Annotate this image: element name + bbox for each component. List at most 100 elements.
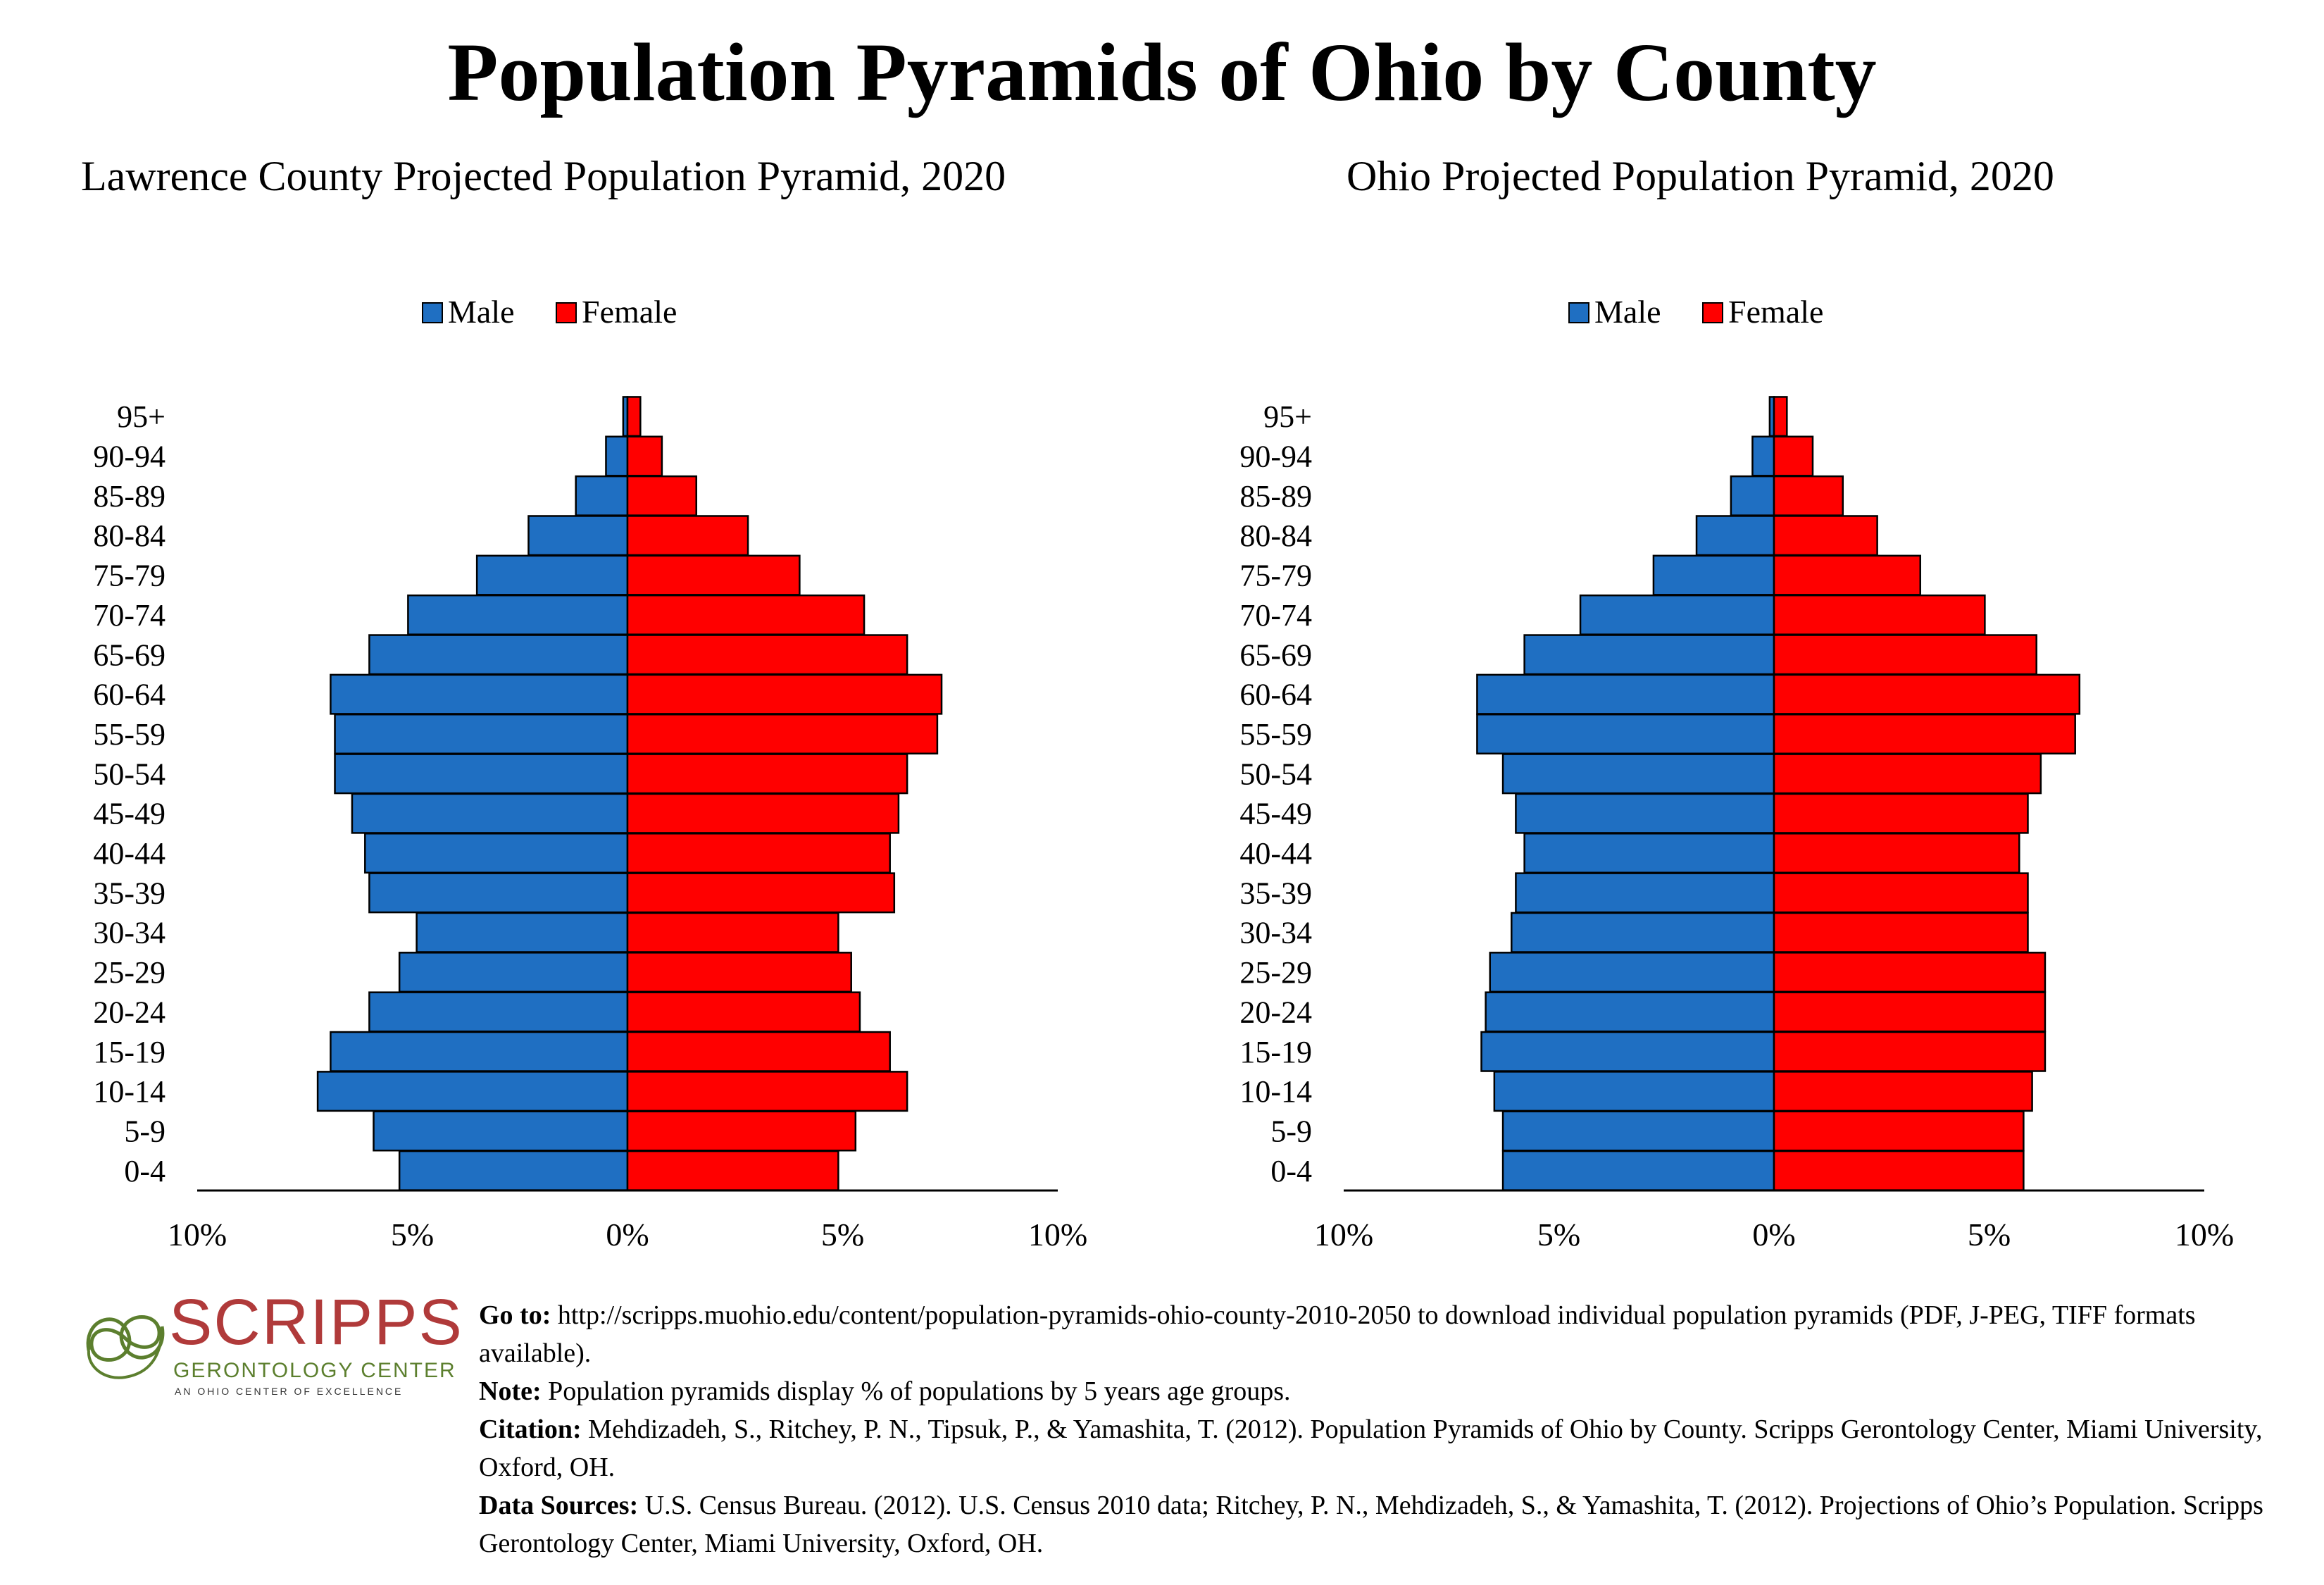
notes-block: Go to: http://scripps.muohio.edu/content… <box>479 1296 2310 1562</box>
bar-female-15-19 <box>1773 1031 2047 1072</box>
age-label: 20-24 <box>93 995 165 1029</box>
bar-male-10-14 <box>1493 1071 1775 1112</box>
bar-male-60-64 <box>1476 673 1775 715</box>
bar-male-55-59 <box>1476 713 1775 754</box>
age-label: 95+ <box>117 399 165 434</box>
age-label: 65-69 <box>1239 638 1312 672</box>
age-label: 5-9 <box>124 1114 165 1148</box>
bar-female-40-44 <box>626 833 891 874</box>
citation-label: Citation: <box>479 1415 582 1444</box>
age-label: 40-44 <box>93 836 165 871</box>
bar-male-20-24 <box>368 991 629 1033</box>
age-label: 80-84 <box>93 518 165 553</box>
chart-title: Ohio Projected Population Pyramid, 2020 <box>1347 153 2054 199</box>
age-label: 95+ <box>1263 399 1312 434</box>
age-label: 55-59 <box>93 717 165 752</box>
spiral-logo-icon <box>86 1315 165 1379</box>
legend-label-male: Male <box>448 294 515 330</box>
bar-male-65-69 <box>1523 634 1775 676</box>
x-tick-label: 0% <box>1752 1217 1795 1253</box>
bar-female-40-44 <box>1773 833 2020 874</box>
bar-female-75-79 <box>1773 554 1921 596</box>
age-label: 90-94 <box>93 440 165 474</box>
bar-female-60-64 <box>1773 673 2081 715</box>
bar-male-10-14 <box>316 1071 629 1112</box>
legend-label-female: Female <box>1728 294 1823 330</box>
citation-text: Mehdizadeh, S., Ritchey, P. N., Tipsuk, … <box>479 1415 2263 1482</box>
bar-female-95+ <box>626 396 642 437</box>
note-label: Note: <box>479 1376 542 1406</box>
x-tick-label: 10% <box>168 1217 227 1253</box>
age-label: 75-79 <box>1239 559 1312 593</box>
x-tick-label: 0% <box>606 1217 649 1253</box>
logo-wordmark: SCRIPPS <box>169 1286 463 1358</box>
bar-male-50-54 <box>1501 753 1775 795</box>
bar-female-70-74 <box>626 594 866 635</box>
bar-male-40-44 <box>364 833 629 874</box>
age-label: 25-29 <box>93 955 165 990</box>
bar-male-35-39 <box>368 872 629 914</box>
bar-male-20-24 <box>1485 991 1775 1033</box>
age-label: 70-74 <box>93 598 165 633</box>
bar-male-45-49 <box>351 792 629 834</box>
bar-male-60-64 <box>330 673 629 715</box>
bar-male-70-74 <box>1579 594 1775 635</box>
bar-female-45-49 <box>1773 792 2029 834</box>
citation-note: Citation: Mehdizadeh, S., Ritchey, P. N.… <box>479 1410 2310 1486</box>
bar-female-90-94 <box>1773 435 1814 477</box>
bar-female-10-14 <box>1773 1071 2033 1112</box>
age-label: 5-9 <box>1270 1114 1312 1148</box>
bar-male-40-44 <box>1523 833 1775 874</box>
bar-female-20-24 <box>626 991 861 1033</box>
x-tick-label: 5% <box>1537 1217 1580 1253</box>
sources-note: Data Sources: U.S. Census Bureau. (2012)… <box>479 1486 2310 1562</box>
age-label: 55-59 <box>1239 717 1312 752</box>
bar-female-10-14 <box>626 1071 908 1112</box>
legend-swatch-female <box>556 302 577 323</box>
legend-label-male: Male <box>1594 294 1661 330</box>
age-label: 50-54 <box>1239 757 1312 791</box>
bar-female-5-9 <box>626 1110 857 1152</box>
bar-male-50-54 <box>334 753 629 795</box>
bar-male-65-69 <box>368 634 629 676</box>
bar-male-35-39 <box>1515 872 1775 914</box>
bar-male-90-94 <box>605 435 629 477</box>
bar-female-80-84 <box>1773 515 1878 557</box>
age-label: 10-14 <box>93 1074 165 1109</box>
bar-female-0-4 <box>1773 1150 2025 1191</box>
bar-male-75-79 <box>475 554 629 596</box>
bar-female-55-59 <box>626 713 939 754</box>
age-label: 0-4 <box>124 1154 165 1188</box>
bar-male-75-79 <box>1652 554 1775 596</box>
age-label: 35-39 <box>1239 876 1312 910</box>
bar-female-70-74 <box>1773 594 1986 635</box>
bar-male-30-34 <box>416 912 629 953</box>
legend-swatch-female <box>1702 302 1723 323</box>
x-tick-label: 5% <box>1968 1217 2011 1253</box>
bar-female-80-84 <box>626 515 749 557</box>
bar-female-60-64 <box>626 673 943 715</box>
bar-female-50-54 <box>1773 753 2042 795</box>
age-label: 35-39 <box>93 876 165 910</box>
bar-male-5-9 <box>373 1110 629 1152</box>
bar-male-30-34 <box>1511 912 1775 953</box>
goto-note: Go to: http://scripps.muohio.edu/content… <box>479 1296 2310 1372</box>
bar-male-0-4 <box>1501 1150 1775 1191</box>
bar-male-15-19 <box>1480 1031 1775 1072</box>
bar-female-30-34 <box>1773 912 2029 953</box>
bar-male-80-84 <box>527 515 629 557</box>
age-label: 85-89 <box>93 479 165 514</box>
age-label: 25-29 <box>1239 955 1312 990</box>
age-label: 15-19 <box>93 1035 165 1069</box>
age-label: 60-64 <box>93 678 165 712</box>
age-label: 30-34 <box>1239 916 1312 950</box>
goto-label: Go to: <box>479 1300 551 1330</box>
bar-female-75-79 <box>626 554 801 596</box>
bar-male-0-4 <box>398 1150 629 1191</box>
note-text: Population pyramids display % of populat… <box>548 1376 1291 1406</box>
bar-male-55-59 <box>334 713 629 754</box>
bar-male-25-29 <box>398 952 629 993</box>
age-label: 80-84 <box>1239 518 1312 553</box>
age-label: 50-54 <box>93 757 165 791</box>
logo-subtitle: GERONTOLOGY CENTER <box>173 1359 456 1382</box>
